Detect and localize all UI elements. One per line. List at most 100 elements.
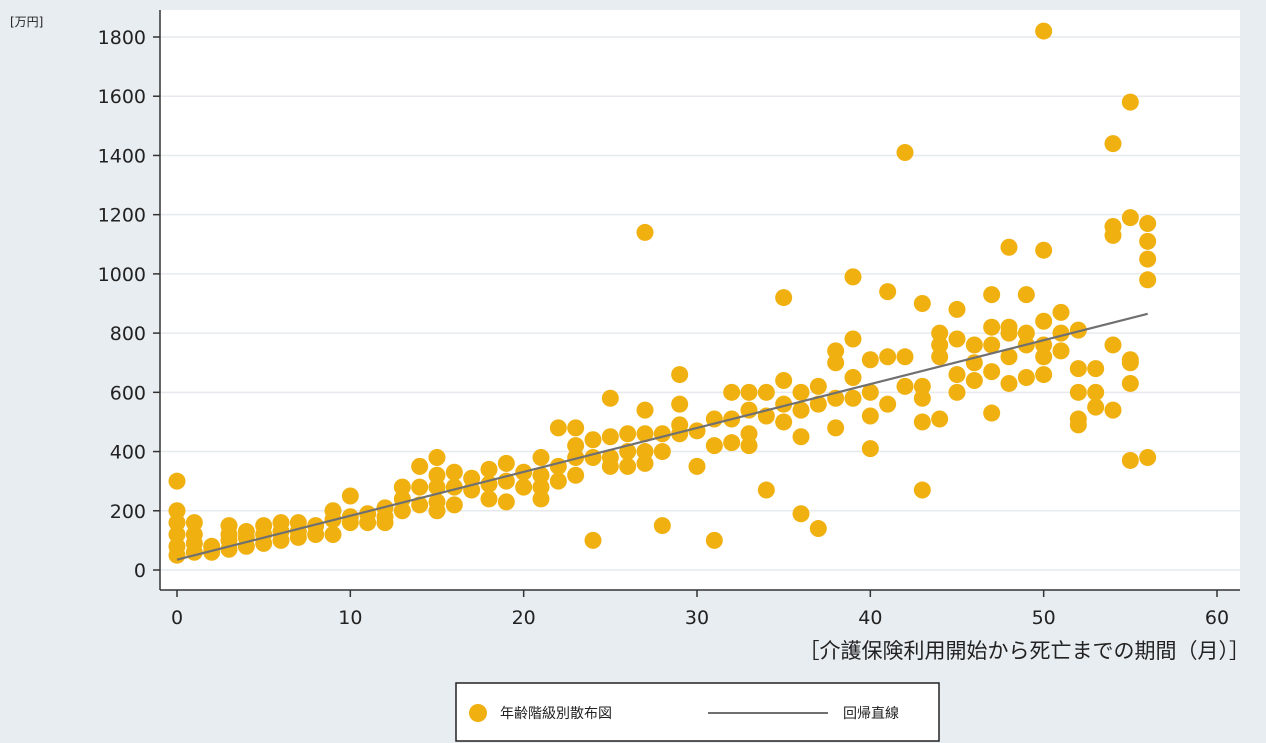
scatter-point-140	[896, 348, 914, 366]
scatter-point-6	[185, 514, 203, 532]
scatter-point-78	[584, 531, 602, 549]
scatter-point-162	[983, 404, 1001, 422]
scatter-point-32	[324, 525, 342, 543]
scatter-point-73	[567, 437, 585, 455]
scatter-point-138	[879, 395, 897, 413]
scatter-point-43	[393, 502, 411, 520]
scatter-point-98	[688, 422, 706, 440]
scatter-point-115	[775, 395, 793, 413]
scatter-point-186	[1087, 360, 1105, 378]
scatter-point-163	[1000, 238, 1018, 256]
y-tick-label-600: 600	[110, 382, 146, 404]
scatter-point-201	[1139, 232, 1157, 250]
scatter-point-182	[1069, 360, 1087, 378]
scatter-point-189	[1104, 135, 1122, 153]
scatter-point-3	[168, 525, 186, 543]
scatter-point-130	[844, 369, 862, 387]
scatter-point-27	[289, 528, 307, 546]
scatter-point-94	[671, 366, 689, 384]
scatter-point-37	[359, 514, 377, 532]
x-tick-label-50: 50	[1032, 607, 1056, 629]
scatter-point-127	[827, 419, 845, 437]
scatter-point-91	[653, 425, 671, 443]
y-tick-label-1200: 1200	[98, 205, 146, 227]
y-ticks: 0 200 400 600 800 1000 1200 1400 1600 1800	[98, 27, 160, 582]
scatter-point-143	[913, 377, 931, 395]
scatter-point-85	[619, 457, 637, 475]
scatter-point-90	[636, 223, 654, 241]
scatter-point-49	[428, 478, 446, 496]
scatter-point-128	[844, 268, 862, 286]
scatter-point-151	[948, 300, 966, 318]
scatter-point-11	[203, 543, 221, 561]
scatter-point-46	[411, 496, 429, 514]
scatter-point-97	[671, 425, 689, 443]
scatter-point-40	[376, 514, 394, 532]
scatter-point-139	[896, 143, 914, 161]
scatter-point-113	[775, 289, 793, 307]
scatter-point-83	[619, 425, 637, 443]
scatter-point-192	[1104, 336, 1122, 354]
scatter-point-124	[827, 342, 845, 360]
scatter-point-5	[168, 546, 186, 564]
scatter-point-103	[723, 383, 741, 401]
scatter-point-110	[757, 383, 775, 401]
scatter-point-54	[445, 496, 463, 514]
scatter-point-33	[341, 487, 359, 505]
scatter-point-125	[827, 354, 845, 372]
scatter-point-112	[757, 481, 775, 499]
scatter-point-108	[740, 425, 758, 443]
scatter-point-195	[1121, 209, 1139, 227]
scatter-point-134	[861, 407, 879, 425]
scatter-point-95	[671, 395, 689, 413]
scatter-point-204	[1139, 448, 1157, 466]
scatter-point-160	[983, 336, 1001, 354]
x-tick-label-30: 30	[685, 607, 709, 629]
scatter-point-24	[272, 531, 290, 549]
scatter-point-118	[792, 401, 810, 419]
y-tick-label-800: 800	[110, 323, 146, 345]
scatter-point-0	[168, 472, 186, 490]
scatter-point-159	[983, 318, 1001, 336]
scatter-point-66	[532, 466, 550, 484]
scatter-point-45	[411, 478, 429, 496]
scatter-point-117	[792, 383, 810, 401]
scatter-point-191	[1104, 226, 1122, 244]
scatter-point-165	[1000, 324, 1018, 342]
scatter-point-183	[1069, 383, 1087, 401]
scatter-point-92	[653, 443, 671, 461]
scatter-point-1	[168, 502, 186, 520]
scatter-point-69	[549, 419, 567, 437]
scatter-point-144	[913, 389, 931, 407]
scatter-point-119	[792, 428, 810, 446]
legend-scatter-label: 年齢階級別散布図	[500, 706, 612, 722]
y-tick-label-1000: 1000	[98, 264, 146, 286]
scatter-points	[168, 22, 1157, 564]
scatter-point-2	[168, 514, 186, 532]
scatter-point-123	[809, 520, 827, 538]
y-tick-label-200: 200	[110, 501, 146, 523]
scatter-point-137	[879, 348, 897, 366]
scatter-point-75	[567, 466, 585, 484]
x-ticks: 0 10 20 30 40 50 60	[171, 590, 1229, 629]
scatter-point-197	[1121, 354, 1139, 372]
scatter-point-89	[636, 454, 654, 472]
scatter-point-157	[965, 371, 983, 389]
scatter-point-146	[913, 481, 931, 499]
legend-line-label: 回帰直線	[843, 705, 899, 722]
scatter-point-148	[931, 336, 949, 354]
scatter-point-87	[636, 425, 654, 443]
scatter-point-168	[1017, 286, 1035, 304]
scatter-point-55	[463, 469, 481, 487]
x-tick-label-60: 60	[1205, 607, 1229, 629]
x-tick-label-20: 20	[512, 607, 536, 629]
x-tick-label-0: 0	[171, 607, 183, 629]
scatter-point-142	[913, 295, 931, 312]
scatter-point-101	[705, 437, 723, 455]
scatter-point-161	[983, 363, 1001, 381]
axes	[159, 10, 1240, 591]
scatter-point-166	[1000, 348, 1018, 366]
scatter-point-132	[861, 351, 879, 369]
legend-box	[455, 682, 940, 742]
